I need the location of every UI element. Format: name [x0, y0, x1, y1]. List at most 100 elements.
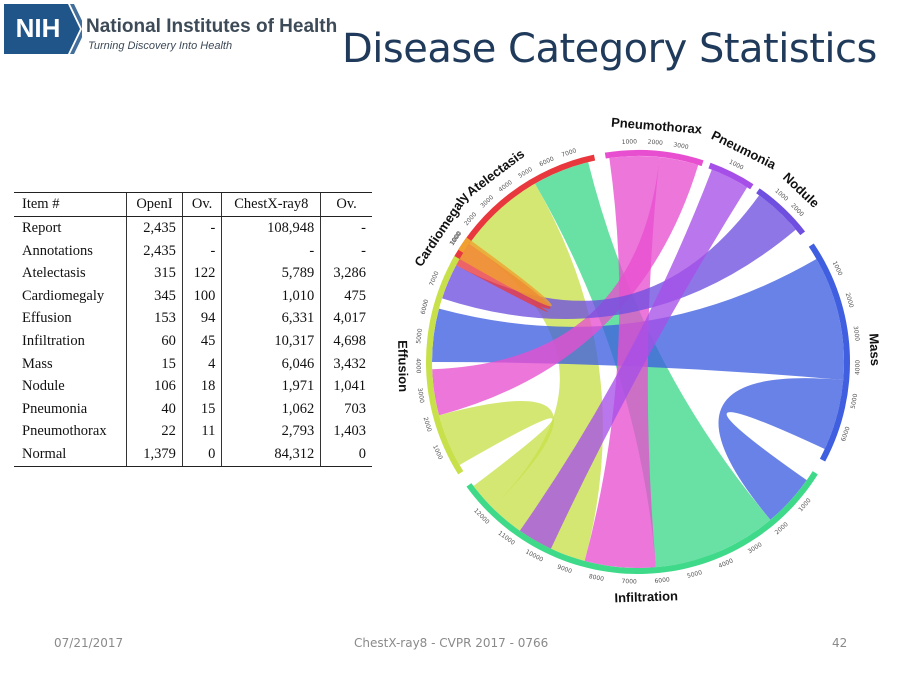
table-cell: -: [221, 239, 321, 263]
table-cell: 345: [125, 284, 183, 308]
table-cell: 15: [125, 352, 183, 376]
table-row: Report 2,435-108,948-: [14, 216, 372, 240]
chord-arc-effusion: [426, 256, 464, 475]
page-number: 42: [832, 636, 848, 650]
table-cell: 1,062: [221, 397, 321, 421]
column-header: Ov.: [181, 192, 222, 217]
table-cell: Nodule: [22, 378, 65, 395]
table-cell: 475: [320, 284, 372, 308]
chord-tick-label: 1000: [797, 497, 812, 513]
column-header: OpenI: [125, 192, 183, 217]
chord-tick-label: 5000: [517, 166, 534, 180]
table-cell: 15: [181, 397, 222, 421]
chord-tick-label: 3000: [673, 141, 690, 151]
table-cell: Atelectasis: [22, 265, 86, 282]
table-row: Annotations 2,435- - -: [14, 239, 372, 263]
chord-tick-label: 3000: [479, 194, 495, 210]
chord-tick-label: 2000: [422, 416, 433, 433]
table-cell: 3,432: [320, 352, 372, 376]
table-cell: 2,435: [125, 216, 183, 240]
table-cell: 84,312: [221, 442, 321, 467]
chord-arc-mass: [808, 243, 850, 462]
chord-tick-label: 1000: [831, 260, 844, 277]
chord-tick-label: 1000: [622, 138, 638, 146]
table-cell: 22: [125, 420, 183, 443]
table-cell: 703: [320, 397, 372, 421]
chord-tick-label: 1000: [728, 159, 745, 172]
chord-tick-label: 9000: [556, 563, 573, 575]
table-cell: 122: [181, 262, 222, 285]
org-name: National Institutes of Health: [86, 16, 338, 37]
table-cell: -: [181, 216, 222, 240]
table-cell: 60: [125, 329, 183, 353]
table-cell: 1,010: [221, 284, 321, 308]
org-tagline: Turning Discovery Into Health: [88, 40, 233, 52]
table-cell: Mass: [22, 355, 53, 372]
chord-tick-label: 6000: [538, 155, 555, 168]
chord-tick-label: 4000: [717, 557, 734, 570]
table-cell: Infiltration: [22, 332, 85, 349]
chord-diagram: 1000200030004000500060007000Atelectasis1…: [395, 115, 883, 606]
table-row: Mass 15 4 6,046 3,432: [14, 352, 372, 376]
chord-tick-label: 3000: [747, 541, 764, 555]
table-cell: 0: [181, 442, 222, 467]
chord-arc-pneumothorax: [604, 150, 704, 167]
chord-ribbon-cardiomegaly-atelectasis: [459, 240, 552, 308]
chord-ribbon-pneumonia-infiltration: [519, 169, 748, 549]
table-cell: 1,379: [125, 442, 183, 467]
table-cell: 45: [181, 329, 222, 353]
table-cell: 6,046: [221, 352, 321, 376]
table-cell: 2,435: [125, 239, 183, 263]
table-cell: 2,793: [221, 420, 321, 443]
chord-tick-label: 2000: [647, 139, 663, 147]
chord-tick-label: 4000: [497, 179, 514, 194]
chord-label-mass: Mass: [866, 333, 883, 366]
column-header: ChestX-ray8: [221, 192, 321, 217]
chord-tick-label: 2000: [774, 521, 790, 536]
chord-label-pneumothorax: Pneumothorax: [611, 115, 704, 137]
table-cell: 315: [125, 262, 183, 285]
table-cell: -: [320, 216, 372, 240]
table-cell: 153: [125, 307, 183, 330]
chord-tick-label: 5000: [415, 328, 424, 344]
chord-label-infiltration: Infiltration: [614, 588, 678, 605]
table-cell: Normal: [14, 442, 127, 467]
chord-ribbon-effusion-infiltration: [439, 401, 554, 508]
table-cell: 4,698: [320, 329, 372, 353]
chord-arc-cardiomegaly: [458, 237, 472, 253]
chord-tick-label: 7000: [428, 270, 440, 287]
chord-arc-infiltration: [466, 471, 818, 574]
table-cell: 1,971: [221, 375, 321, 398]
table-cell: 108,948: [221, 216, 321, 240]
column-header: Item #: [14, 192, 127, 217]
nih-logo-badge: [4, 4, 82, 54]
table-cell: 4: [181, 352, 222, 376]
chord-tick-label: 2000: [789, 202, 805, 218]
table-cell: -: [181, 239, 222, 263]
table-cell: 0: [320, 442, 372, 467]
table-row: Atelectasis 315 122 5,789 3,286: [14, 262, 372, 285]
table-cell: 106: [125, 375, 183, 398]
chord-ribbon-pneumothorax-effusion: [432, 157, 699, 416]
table-cell: Annotations: [22, 242, 93, 259]
table-cell: 1,403: [320, 420, 372, 443]
table-cell: 10,317: [221, 329, 321, 353]
table-cell: 6,331: [221, 307, 321, 330]
nih-logo-text: NIH: [15, 13, 61, 43]
column-header: Ov.: [320, 192, 372, 217]
nih-logo: NIH National Institutes of Health Turnin…: [4, 4, 338, 56]
table-row: Nodule 106 18 1,971 1,041: [14, 375, 372, 398]
chord-tick-label: 3000: [852, 326, 861, 342]
table-cell: Effusion: [22, 310, 72, 327]
table-row: Cardiomegaly 345 100 1,010 475: [14, 284, 372, 308]
chord-ribbon-mass-infiltration: [718, 378, 844, 520]
statistics-table: Item # OpenI Ov. ChestX-ray8 Ov. Report 2…: [14, 192, 372, 467]
chord-tick-label: 6000: [420, 298, 431, 315]
table-row: Pneumonia 40 15 1,062 703: [14, 397, 372, 421]
chord-tick-label: 7000: [621, 578, 637, 586]
table-cell: 100: [181, 284, 222, 308]
table-row: Pneumothorax 22 11 2,793 1,403: [14, 420, 372, 443]
chord-tick-label: 1000: [431, 444, 444, 461]
chord-tick-label: 6000: [840, 426, 852, 443]
chord-tick-label: 5000: [686, 569, 703, 580]
